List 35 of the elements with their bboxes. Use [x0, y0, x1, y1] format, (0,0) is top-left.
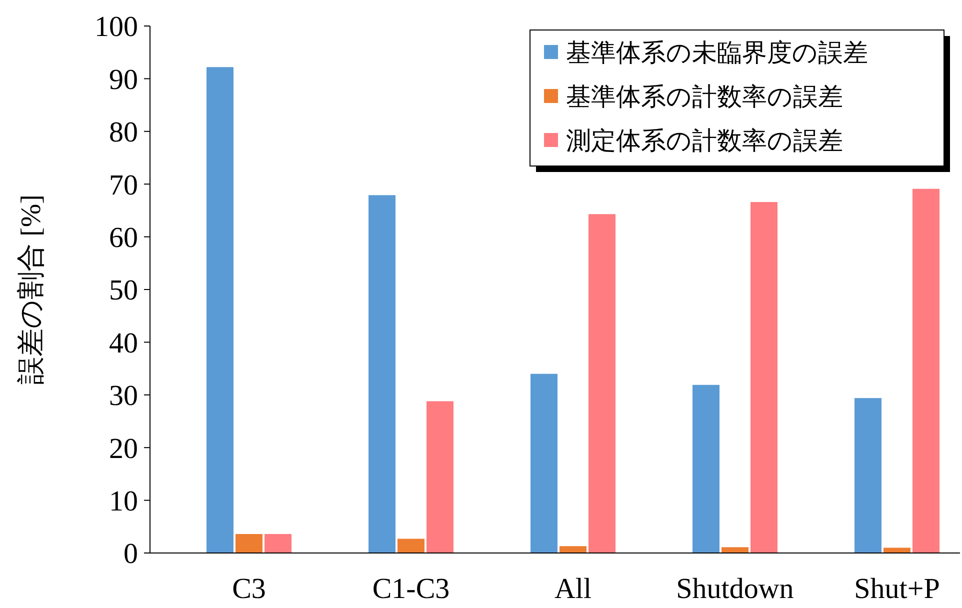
- bar: [398, 538, 424, 553]
- bar: [530, 374, 558, 553]
- y-tick-label: 80: [109, 116, 138, 149]
- bar: [368, 195, 396, 553]
- bar: [912, 188, 940, 553]
- x-tick-label: C3: [232, 573, 266, 605]
- bar: [854, 398, 882, 553]
- x-tick-label: C1-C3: [372, 573, 450, 605]
- y-tick-label: 30: [109, 380, 138, 412]
- legend-label: 測定体系の計数率の誤差: [566, 126, 843, 155]
- legend-label: 基準体系の未臨界度の誤差: [566, 38, 868, 67]
- bar: [692, 384, 720, 553]
- y-tick-label: 90: [109, 64, 138, 96]
- bar: [236, 534, 262, 553]
- y-tick-label: 100: [94, 11, 138, 44]
- bar: [560, 546, 586, 553]
- legend-label: 基準体系の計数率の誤差: [566, 82, 843, 111]
- y-tick-label: 0: [124, 538, 138, 570]
- x-tick-label: Shutdown: [676, 573, 794, 605]
- bar: [206, 67, 234, 553]
- y-tick-label: 70: [109, 169, 138, 202]
- x-tick-label: Shut+P: [854, 573, 940, 605]
- y-tick-label: 50: [109, 274, 138, 307]
- bar: [588, 214, 616, 553]
- y-tick-label: 60: [109, 222, 138, 254]
- y-tick-label: 20: [109, 432, 138, 465]
- bar: [750, 202, 778, 553]
- bar: [264, 534, 292, 553]
- y-tick-label: 10: [109, 485, 138, 518]
- bar: [884, 548, 910, 553]
- y-tick-label: 40: [109, 327, 138, 360]
- bar: [426, 401, 454, 553]
- x-tick-label: All: [554, 573, 592, 605]
- bar: [722, 547, 748, 553]
- y-axis-title: 誤差の割合 [%]: [16, 194, 47, 384]
